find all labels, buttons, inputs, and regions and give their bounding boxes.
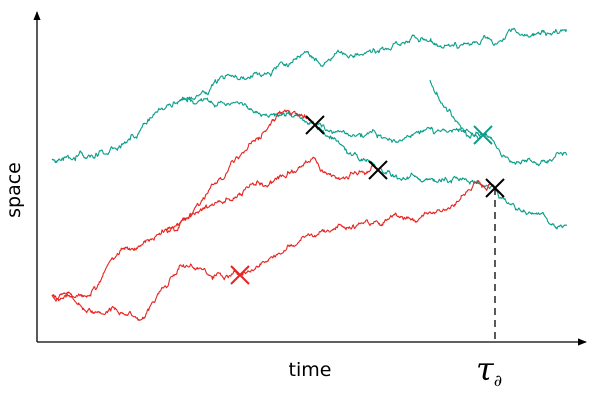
path [51,263,241,321]
cross [473,125,493,145]
path [429,79,484,140]
tau-symbol: τ [476,350,495,388]
cross [230,265,250,285]
x-axis-label: time [289,359,332,381]
path [314,124,568,230]
path [179,96,568,167]
path [164,156,379,234]
tau-label: τ∂ [476,350,502,390]
cross [485,178,505,198]
path [51,27,568,164]
crosses [230,115,505,285]
path [51,109,316,302]
cross [305,115,325,135]
paths [51,27,568,321]
cross [368,160,388,180]
tau-subscript: ∂ [494,371,502,390]
y-axis-label: space [3,162,25,218]
path [239,179,491,276]
